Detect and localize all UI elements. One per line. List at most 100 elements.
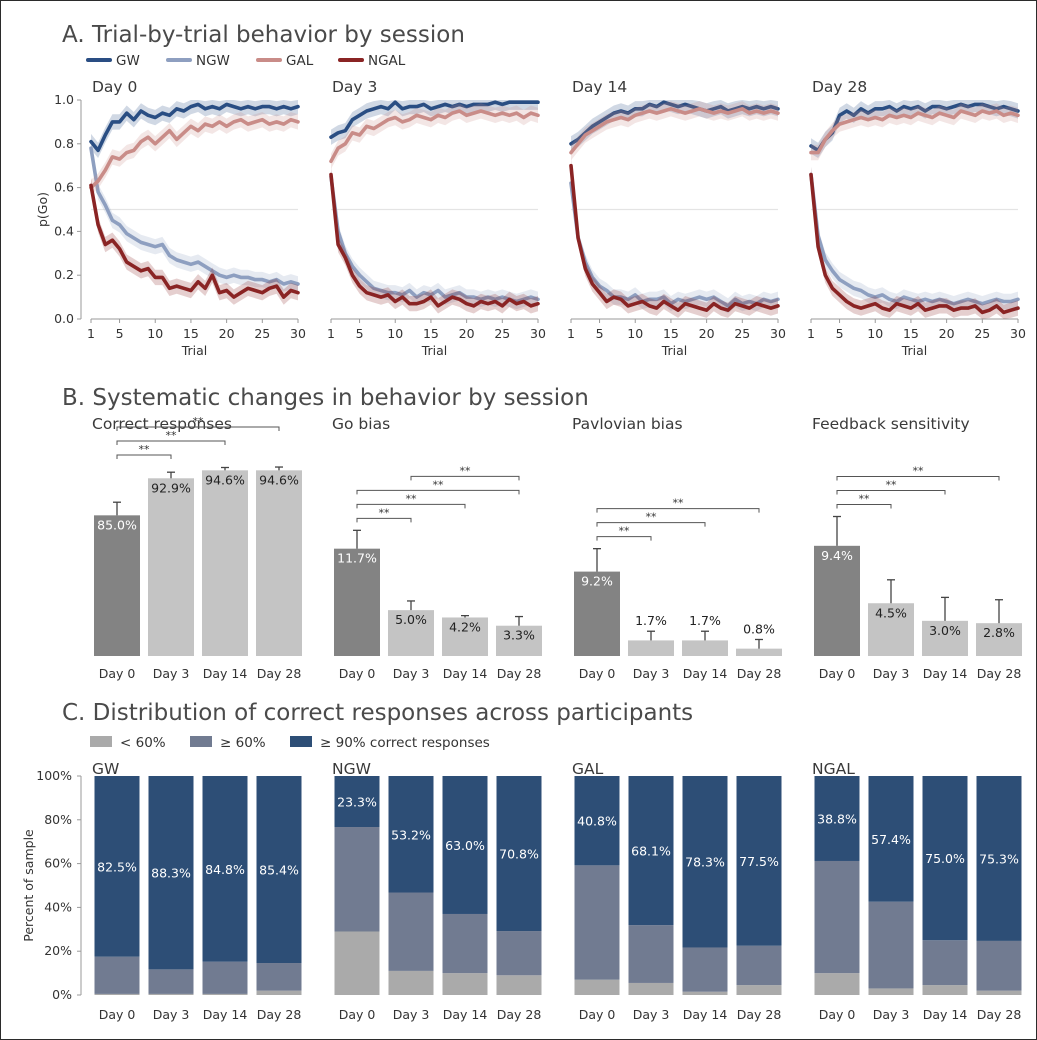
x-tick-label: Day 0 bbox=[579, 1007, 616, 1022]
significance-bracket bbox=[836, 504, 892, 509]
x-tick-label: 20 bbox=[699, 326, 715, 341]
stack-segment-high bbox=[682, 776, 728, 948]
x-tick-label: Day 28 bbox=[737, 1007, 782, 1022]
chart-c: 0% 20% 40% 60% 80% 100% Percent of sample GW 82.… bbox=[21, 760, 1022, 1022]
stack-segment-mid bbox=[868, 901, 914, 989]
x-tick-label: 30 bbox=[290, 326, 306, 341]
x-tick-label: Day 3 bbox=[153, 666, 190, 681]
bar-value-label: 5.0% bbox=[395, 612, 427, 627]
series-line-gw bbox=[569, 100, 780, 146]
stacked-panel-ngal: NGAL 38.8% Day 0 57.4% Day 3 75.0% Day 14 75.3%… bbox=[812, 760, 1022, 1022]
panel-title: Day 3 bbox=[332, 78, 377, 96]
significance-bracket bbox=[596, 522, 706, 527]
x-tick-label: Day 0 bbox=[579, 666, 616, 681]
x-tick-label: Day 14 bbox=[923, 1007, 968, 1022]
x-tick-label: 25 bbox=[494, 326, 510, 341]
stack-segment-low bbox=[334, 931, 380, 995]
x-tick-label: Day 14 bbox=[203, 666, 248, 681]
bar-value-label: 11.7% bbox=[337, 551, 377, 566]
legend-c-label-0: < 60% bbox=[120, 735, 166, 751]
stack-segment-mid bbox=[388, 892, 434, 971]
series-line-ngw bbox=[89, 146, 300, 286]
band-ngw bbox=[571, 175, 778, 314]
stack-value-label: 75.3% bbox=[979, 851, 1019, 866]
band-ngal bbox=[91, 177, 298, 305]
significance-bracket bbox=[356, 517, 412, 523]
x-tick-label: Day 0 bbox=[339, 666, 376, 681]
bar bbox=[868, 603, 914, 656]
band-ngw bbox=[811, 166, 1018, 312]
legend-c-swatch-0 bbox=[90, 736, 112, 747]
x-tick-label: 15 bbox=[423, 326, 439, 341]
stack-segment-high bbox=[496, 776, 542, 932]
bar-value-label: 9.4% bbox=[821, 548, 853, 563]
panel-title: NGAL bbox=[812, 760, 855, 778]
stack-value-label: 77.5% bbox=[739, 854, 779, 869]
significance-label: ** bbox=[460, 464, 472, 477]
stack-segment-high bbox=[202, 776, 248, 962]
x-tick-label: Day 14 bbox=[923, 666, 968, 681]
x-tick-label: Day 0 bbox=[819, 1007, 856, 1022]
stack-segment-high bbox=[628, 776, 674, 926]
x-tick-label: 1 bbox=[87, 326, 95, 341]
x-tick-label: Day 28 bbox=[497, 1007, 542, 1022]
stack-segment-high bbox=[814, 776, 860, 861]
bar-value-label: 0.8% bbox=[743, 621, 775, 636]
y-axis-label: Percent of sample bbox=[21, 829, 36, 942]
x-tick-label: Day 14 bbox=[203, 1007, 248, 1022]
bar-panel-feedback-sensitivity: Feedback sensitivity 9.4% Day 0 4.5% Day 3 3.… bbox=[812, 415, 1022, 681]
y-tick-label: 0.2 bbox=[54, 267, 74, 282]
x-tick-label: 5 bbox=[836, 326, 844, 341]
x-tick-label: Day 28 bbox=[737, 666, 782, 681]
band-gal bbox=[331, 103, 538, 169]
section-b-title: B. Systematic changes in behavior by ses… bbox=[62, 385, 589, 411]
significance-label: ** bbox=[406, 492, 418, 505]
bar-value-label: 85.0% bbox=[97, 517, 137, 532]
stack-segment-low bbox=[814, 973, 860, 995]
significance-label: ** bbox=[673, 497, 685, 510]
bar bbox=[256, 470, 302, 656]
stack-segment-high bbox=[334, 776, 380, 828]
x-tick-label: Day 0 bbox=[99, 666, 136, 681]
bar-value-label: 1.7% bbox=[635, 613, 667, 628]
y-tick-label: 60% bbox=[44, 856, 72, 871]
x-tick-label: Day 14 bbox=[443, 666, 488, 681]
legend-c-swatch-2 bbox=[290, 736, 312, 747]
bar-value-label: 92.9% bbox=[151, 480, 191, 495]
panel-title: Go bias bbox=[332, 415, 390, 433]
series-line-ngw bbox=[569, 181, 780, 308]
x-tick-label: 5 bbox=[356, 326, 364, 341]
series-line-ngw bbox=[329, 174, 540, 304]
x-tick-label: 15 bbox=[903, 326, 919, 341]
x-axis-label: Trial bbox=[421, 343, 448, 358]
band-ngal bbox=[571, 158, 778, 318]
stack-segment-mid bbox=[574, 865, 620, 980]
x-tick-label: 1 bbox=[327, 326, 335, 341]
stack-segment-mid bbox=[922, 940, 968, 986]
x-tick-label: 30 bbox=[770, 326, 786, 341]
stacked-panel-gw: GW 82.5% Day 0 88.3% Day 3 84.8% Day 14 85.4% Da… bbox=[92, 760, 302, 1022]
stack-value-label: 57.4% bbox=[871, 832, 911, 847]
significance-label: ** bbox=[886, 479, 898, 492]
stack-value-label: 75.0% bbox=[925, 851, 965, 866]
x-tick-label: Day 14 bbox=[683, 666, 728, 681]
bar-value-label: 94.6% bbox=[205, 472, 245, 487]
legend-c-swatch-1 bbox=[190, 736, 212, 747]
stack-segment-mid bbox=[628, 925, 674, 983]
bar-value-label: 3.0% bbox=[929, 623, 961, 638]
panel-title: GAL bbox=[572, 760, 604, 778]
stack-value-label: 88.3% bbox=[151, 866, 191, 881]
x-tick-label: Day 28 bbox=[977, 1007, 1022, 1022]
stack-value-label: 70.8% bbox=[499, 847, 539, 862]
x-tick-label: 30 bbox=[530, 326, 546, 341]
stack-segment-high bbox=[148, 776, 194, 970]
x-tick-label: 20 bbox=[219, 326, 235, 341]
band-gw bbox=[811, 100, 1018, 158]
y-tick-label: 0.6 bbox=[54, 180, 74, 195]
legend-c-label-1: ≥ 60% bbox=[220, 735, 266, 751]
x-tick-label: Day 3 bbox=[393, 666, 430, 681]
bar bbox=[94, 515, 140, 656]
y-tick-label: 0.0 bbox=[54, 311, 74, 326]
